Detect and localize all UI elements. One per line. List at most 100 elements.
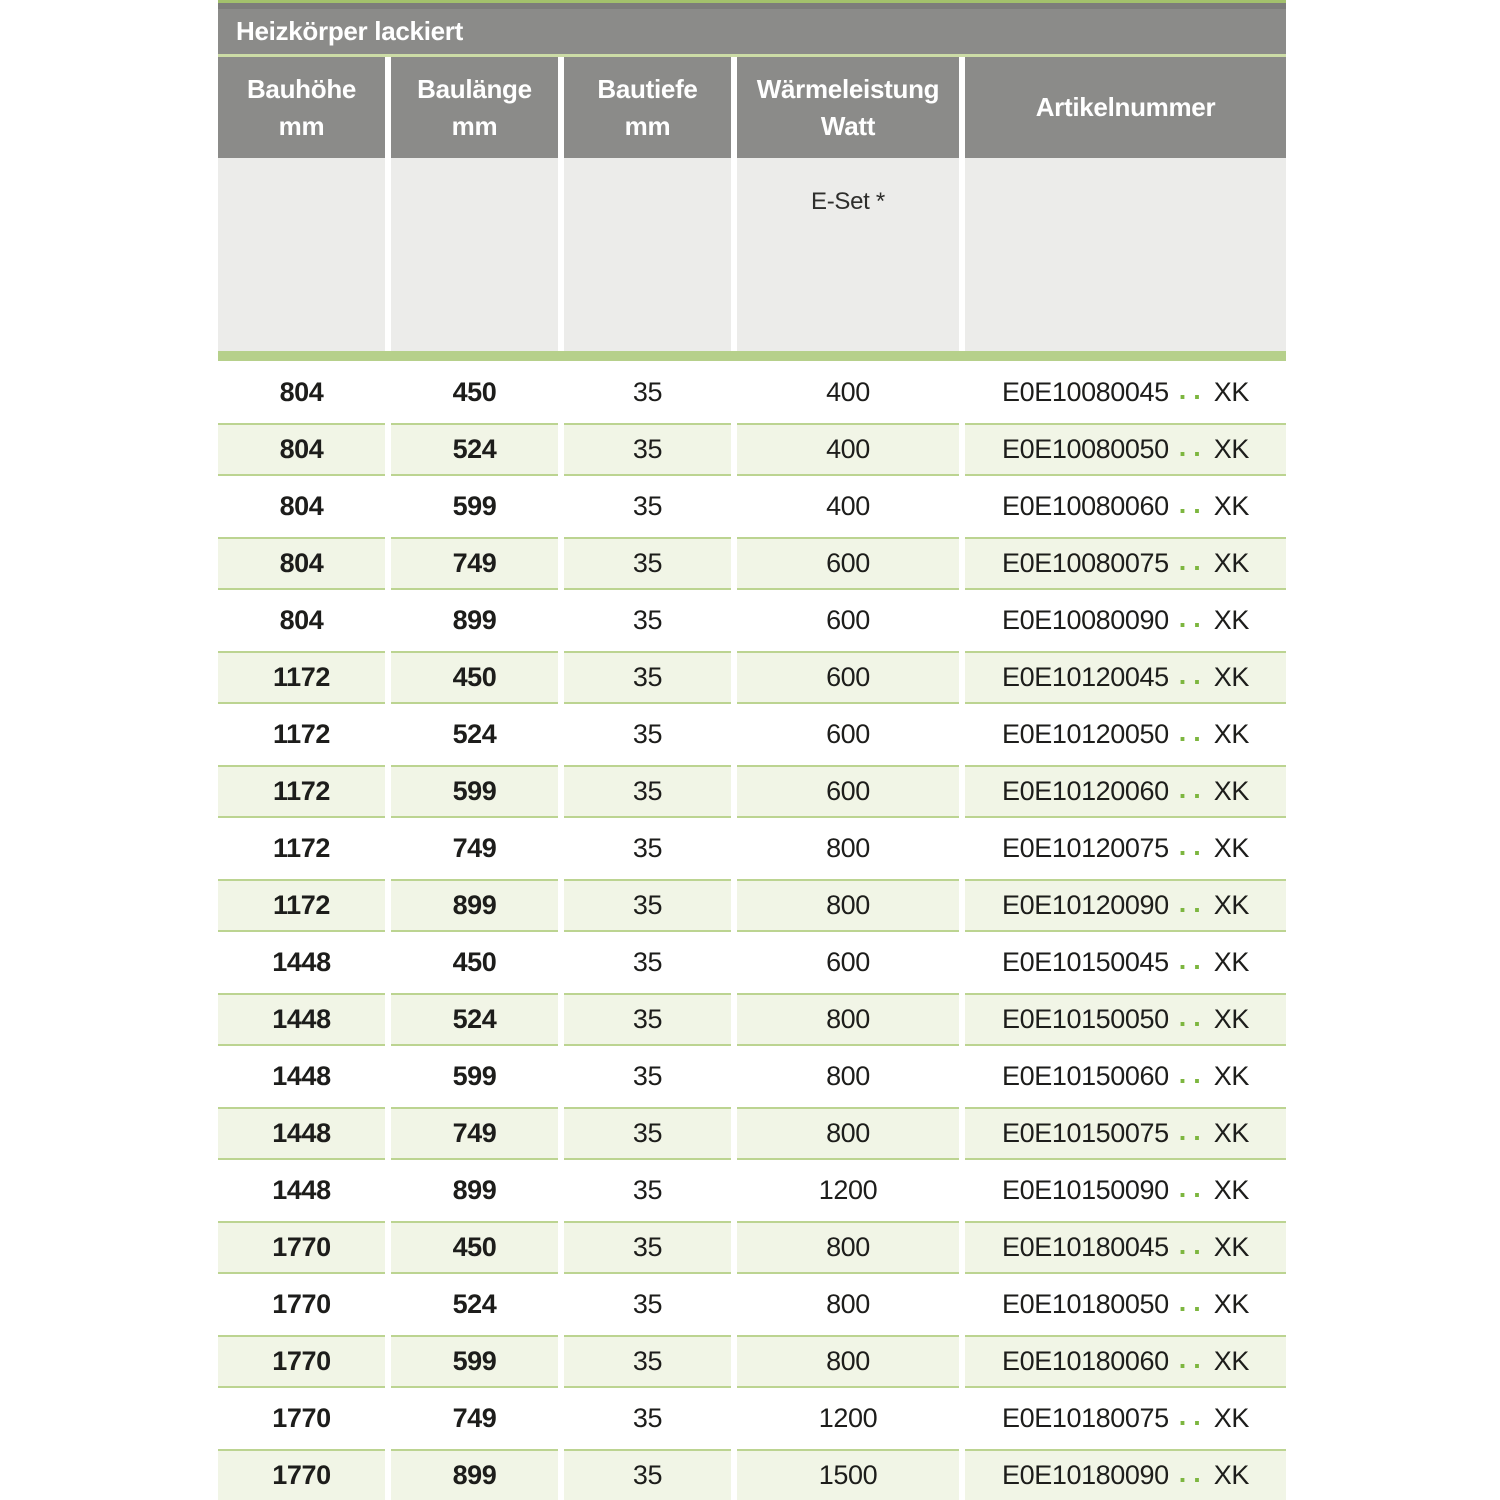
table-row: 1770 899 35 1500 E0E10180090.. XK	[218, 1447, 1286, 1500]
table-row: 804 599 35 400 E0E10080060.. XK	[218, 478, 1286, 535]
header-line2: mm	[278, 110, 325, 141]
artikel-suffix: XK	[1213, 890, 1250, 920]
cell-bautiefe: 35	[564, 537, 731, 590]
header-line1: Bautiefe	[597, 73, 698, 104]
cell-bautiefe: 35	[632, 605, 663, 635]
artikel-placeholder-dots: ..	[1178, 774, 1208, 804]
table-row: 1770 450 35 800 E0E10180045.. XK	[218, 1219, 1286, 1276]
cell-watt: 400	[737, 423, 959, 476]
cell-bauhoehe: 1770	[218, 1335, 385, 1388]
table-row: 1448 450 35 600 E0E10150045.. XK	[218, 934, 1286, 991]
artikel-suffix: XK	[1213, 662, 1250, 692]
green-divider-bar	[218, 351, 1286, 361]
cell-artikelnummer: E0E10150090.. XK	[965, 1162, 1286, 1219]
table-row: 1770 749 35 1200 E0E10180075.. XK	[218, 1390, 1286, 1447]
cell-bautiefe: 35	[564, 651, 731, 704]
artikel-placeholder-dots: ..	[1178, 1458, 1208, 1488]
cell-artikelnummer: E0E10120090.. XK	[965, 879, 1286, 932]
cell-artikelnummer: E0E10150045.. XK	[965, 934, 1286, 991]
artikel-placeholder-dots: ..	[1178, 546, 1208, 576]
cell-watt: 1200	[818, 1403, 878, 1433]
cell-watt: 800	[826, 1061, 870, 1091]
artikel-suffix: XK	[1213, 491, 1250, 521]
cell-artikelnummer: E0E10180060.. XK	[965, 1335, 1286, 1388]
cell-bauhoehe: 1172	[273, 833, 330, 863]
cell-bautiefe: 35	[632, 1061, 663, 1091]
table-row: 1172 749 35 800 E0E10120075.. XK	[218, 820, 1286, 877]
cell-bauhoehe: 1172	[218, 651, 385, 704]
column-header-baulaenge: Baulänge mm	[391, 57, 558, 158]
cell-watt: 400	[826, 377, 870, 407]
cell-bauhoehe: 804	[218, 423, 385, 476]
artikel-placeholder-dots: ..	[1178, 831, 1208, 861]
table-row: 804 450 35 400 E0E10080045.. XK	[218, 364, 1286, 421]
artikel-placeholder-dots: ..	[1178, 1344, 1208, 1374]
cell-bauhoehe: 804	[279, 491, 324, 521]
table-row: 1770 524 35 800 E0E10180050.. XK	[218, 1276, 1286, 1333]
table-row: 804 899 35 600 E0E10080090.. XK	[218, 592, 1286, 649]
cell-bauhoehe: 1448	[218, 993, 385, 1046]
artikel-suffix: XK	[1213, 434, 1250, 464]
artikel-placeholder-dots: ..	[1178, 489, 1208, 519]
cell-baulaenge: 450	[452, 947, 497, 977]
artikel-base: E0E10120075	[1002, 833, 1169, 863]
artikel-base: E0E10150060	[1002, 1061, 1169, 1091]
cell-watt: 600	[826, 719, 870, 749]
cell-bautiefe: 35	[632, 947, 663, 977]
artikel-suffix: XK	[1213, 377, 1250, 407]
cell-watt: 1500	[737, 1449, 959, 1500]
cell-baulaenge: 599	[391, 765, 558, 818]
cell-watt: 800	[826, 1289, 870, 1319]
cell-bautiefe: 35	[564, 879, 731, 932]
artikel-suffix: XK	[1213, 1289, 1250, 1319]
cell-bauhoehe: 1448	[272, 947, 331, 977]
cell-baulaenge: 749	[391, 1107, 558, 1160]
cell-watt: 400	[826, 491, 870, 521]
cell-watt: 800	[737, 993, 959, 1046]
artikel-suffix: XK	[1213, 1061, 1250, 1091]
artikel-base: E0E10150090	[1002, 1175, 1169, 1205]
cell-baulaenge: 899	[452, 605, 497, 635]
cell-artikelnummer: E0E10180050.. XK	[965, 1276, 1286, 1333]
subheader-cell-eset: E-Set *	[737, 158, 959, 351]
artikel-placeholder-dots: ..	[1178, 1173, 1208, 1203]
column-header-bauhoehe: Bauhöhe mm	[218, 57, 385, 158]
cell-bauhoehe: 1770	[272, 1289, 331, 1319]
artikel-base: E0E10120050	[1002, 719, 1169, 749]
cell-bautiefe: 35	[564, 1107, 731, 1160]
cell-baulaenge: 524	[452, 719, 497, 749]
artikel-base: E0E10120045	[1002, 662, 1169, 692]
artikel-base: E0E10150050	[1002, 1004, 1169, 1034]
table-title: Heizkörper lackiert	[236, 16, 463, 46]
cell-artikelnummer: E0E10180090.. XK	[965, 1449, 1286, 1500]
header-line1: Artikelnummer	[1035, 92, 1216, 122]
cell-baulaenge: 450	[452, 377, 497, 407]
cell-watt: 600	[826, 605, 870, 635]
cell-bautiefe: 35	[564, 423, 731, 476]
artikel-placeholder-dots: ..	[1178, 660, 1208, 690]
table-row: 804 749 35 600 E0E10080075.. XK	[218, 535, 1286, 592]
subheader-cell-bautiefe	[564, 158, 731, 351]
artikel-placeholder-dots: ..	[1178, 432, 1208, 462]
cell-bautiefe: 35	[632, 1403, 663, 1433]
cell-baulaenge: 899	[452, 1175, 497, 1205]
artikel-placeholder-dots: ..	[1178, 1002, 1208, 1032]
cell-artikelnummer: E0E10150060.. XK	[965, 1048, 1286, 1105]
artikel-suffix: XK	[1213, 719, 1250, 749]
cell-bauhoehe: 1770	[272, 1403, 331, 1433]
header-line2: mm	[624, 110, 671, 141]
column-header-waermeleistung: Wärmeleistung Watt	[737, 57, 959, 158]
cell-baulaenge: 749	[452, 833, 497, 863]
cell-bauhoehe: 804	[218, 537, 385, 590]
eset-label: E-Set *	[811, 188, 885, 215]
artikel-placeholder-dots: ..	[1178, 945, 1208, 975]
cell-baulaenge: 524	[391, 423, 558, 476]
cell-artikelnummer: E0E10150050.. XK	[965, 993, 1286, 1046]
column-header-artikelnummer: Artikelnummer	[965, 57, 1286, 158]
cell-baulaenge: 599	[391, 1335, 558, 1388]
cell-bautiefe: 35	[564, 1335, 731, 1388]
cell-bauhoehe: 1770	[218, 1449, 385, 1500]
cell-bautiefe: 35	[632, 1289, 663, 1319]
cell-artikelnummer: E0E10180075.. XK	[965, 1390, 1286, 1447]
artikel-base: E0E10080090	[1002, 605, 1169, 635]
